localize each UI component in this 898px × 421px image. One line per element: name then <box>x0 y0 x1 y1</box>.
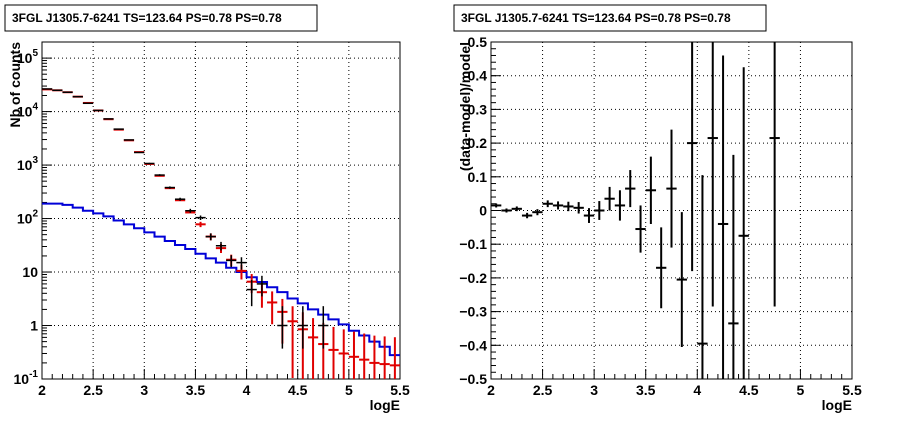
right-y-tick-label: 0.5 <box>468 34 488 50</box>
right-y-axis-label: (data-model)/model <box>457 42 473 171</box>
left-x-tick-label: 2 <box>38 382 46 398</box>
right-title: 3FGL J1305.7-6241 TS=123.64 PS=0.78 PS=0… <box>461 11 731 25</box>
left-x-tick-label: 4.5 <box>288 382 308 398</box>
left-x-tick-label: 3 <box>140 382 148 398</box>
right-y-tick-label: −0.1 <box>459 236 487 252</box>
left-y-tick-exponent: 2 <box>32 209 38 220</box>
left-y-tick-exponent: 5 <box>32 48 38 59</box>
right-x-tick-label: 3.5 <box>636 382 656 398</box>
left-plot-frame <box>41 41 401 380</box>
right-x-tick-label: 4 <box>693 382 701 398</box>
left-x-tick-label: 5 <box>345 382 353 398</box>
right-panel: 3FGL J1305.7-6241 TS=123.64 PS=0.78 PS=0… <box>453 4 862 413</box>
left-x-tick-label: 3.5 <box>186 382 206 398</box>
right-y-tick-label: −0.5 <box>459 371 487 387</box>
left-y-tick-label: 103 <box>17 155 39 173</box>
left-panel: 3FGL J1305.7-6241 TS=123.64 PS=0.78 PS=0… <box>4 4 410 413</box>
right-y-tick-label: −0.4 <box>459 337 487 353</box>
right-y-tick-label: −0.3 <box>459 304 487 320</box>
right-x-tick-label: 5 <box>797 382 805 398</box>
left-x-tick-label: 4 <box>243 382 251 398</box>
left-title-box <box>4 4 318 32</box>
right-y-tick-label: 0 <box>479 203 487 219</box>
left-y-tick-label: 10 <box>22 264 38 280</box>
right-axis-ticks: 2 2.5 3 3.5 4 4.5 5 5.5 −0.5 −0.4 −0.3 −0.2 −0.1 0 0.1… <box>459 34 862 398</box>
right-title-box <box>453 4 767 32</box>
left-y-tick-label: 102 <box>17 209 39 227</box>
right-x-tick-label: 4.5 <box>739 382 759 398</box>
right-x-axis-label: logE <box>822 397 852 413</box>
total-model-series <box>42 88 400 379</box>
data-counts-series <box>42 88 329 349</box>
right-y-tick-label: 0.1 <box>468 169 488 185</box>
right-y-tick-label: 0.4 <box>468 68 488 84</box>
left-y-tick-label: 10-1 <box>14 369 39 387</box>
right-x-tick-label: 3 <box>590 382 598 398</box>
right-x-tick-label: 2 <box>487 382 495 398</box>
residual-series <box>491 42 780 379</box>
background-model-line <box>42 202 400 357</box>
left-x-axis-label: logE <box>370 397 400 413</box>
right-y-tick-label: −0.2 <box>459 270 487 286</box>
left-y-tick-exponent: 4 <box>32 102 38 113</box>
left-y-tick-exponent: 3 <box>32 155 38 166</box>
left-y-tick-exponent: -1 <box>29 369 38 380</box>
right-y-tick-label: 0.2 <box>468 135 488 151</box>
left-x-tick-label: 2.5 <box>83 382 103 398</box>
right-x-tick-label: 2.5 <box>533 382 553 398</box>
left-grid <box>42 42 400 379</box>
right-x-tick-label: 5.5 <box>842 382 862 398</box>
left-title: 3FGL J1305.7-6241 TS=123.64 PS=0.78 PS=0… <box>12 11 282 25</box>
background-step-line <box>42 202 400 357</box>
left-y-tick-label: 1 <box>30 318 38 334</box>
right-y-tick-label: 0.3 <box>468 101 488 117</box>
left-x-tick-label: 5.5 <box>390 382 410 398</box>
left-y-axis-label: Nb of counts <box>7 42 23 128</box>
